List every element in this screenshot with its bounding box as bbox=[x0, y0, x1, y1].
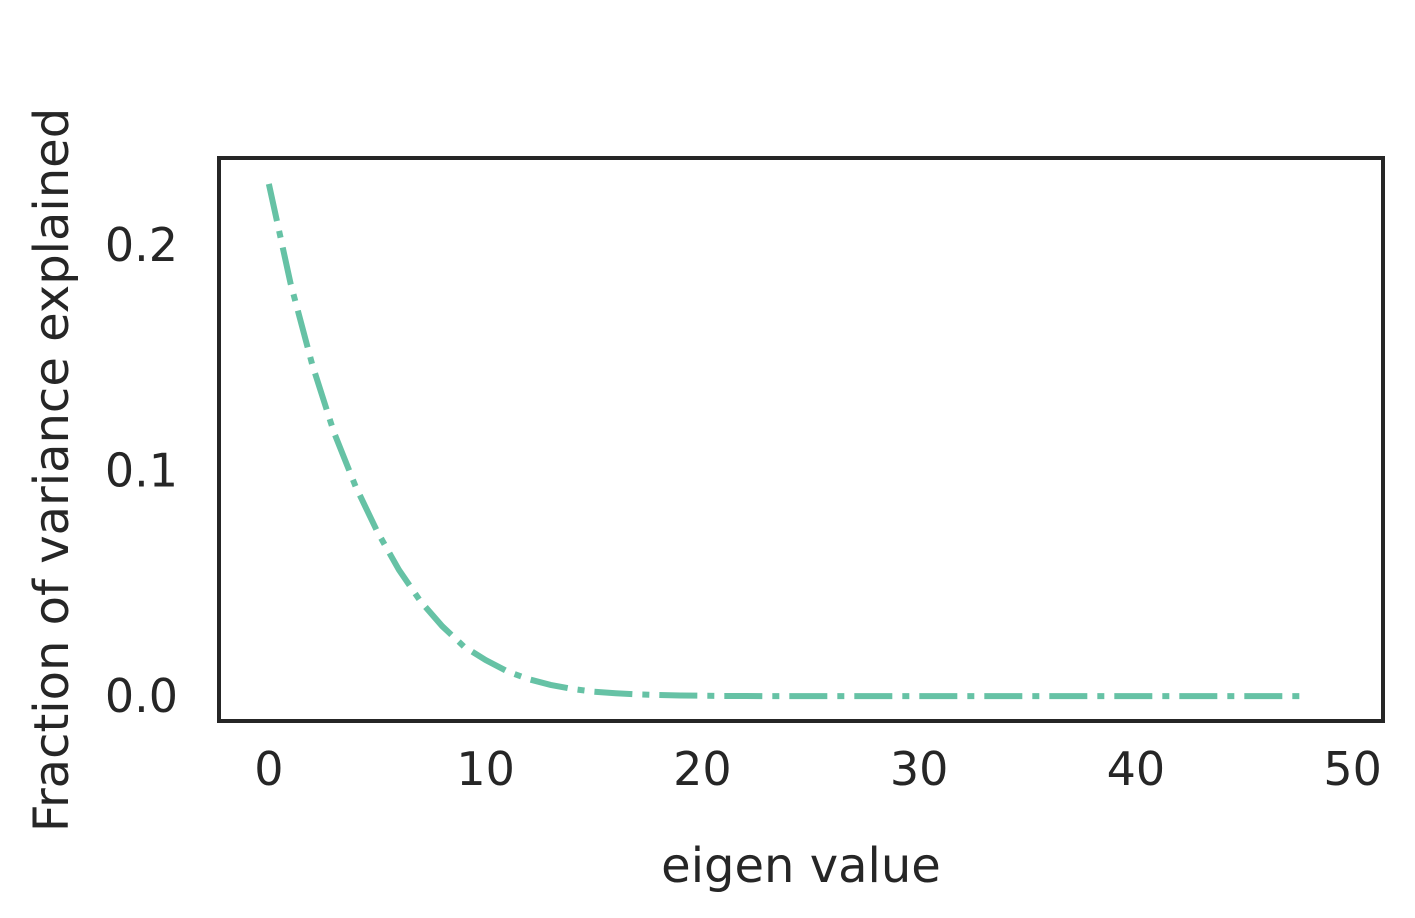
x-axis-label: eigen value bbox=[661, 838, 941, 894]
plot-area bbox=[265, 183, 1310, 700]
x-tick-labels: 0 10 20 30 40 50 bbox=[254, 742, 1382, 796]
series-line-0 bbox=[265, 183, 1310, 700]
x-tick-label: 40 bbox=[1107, 742, 1166, 796]
y-axis-label: Fraction of variance explained bbox=[24, 108, 80, 832]
y-tick-label: 0.0 bbox=[105, 669, 178, 723]
axes-frame bbox=[217, 156, 1385, 723]
y-tick-label: 0.2 bbox=[105, 218, 178, 272]
y-tick-labels: 0.0 0.1 0.2 bbox=[105, 218, 178, 723]
x-tick-label: 10 bbox=[456, 742, 515, 796]
x-tick-label: 30 bbox=[890, 742, 949, 796]
x-tick-label: 20 bbox=[673, 742, 732, 796]
x-tick-label: 50 bbox=[1323, 742, 1382, 796]
y-tick-label: 0.1 bbox=[105, 444, 178, 498]
x-tick-label: 0 bbox=[254, 742, 283, 796]
